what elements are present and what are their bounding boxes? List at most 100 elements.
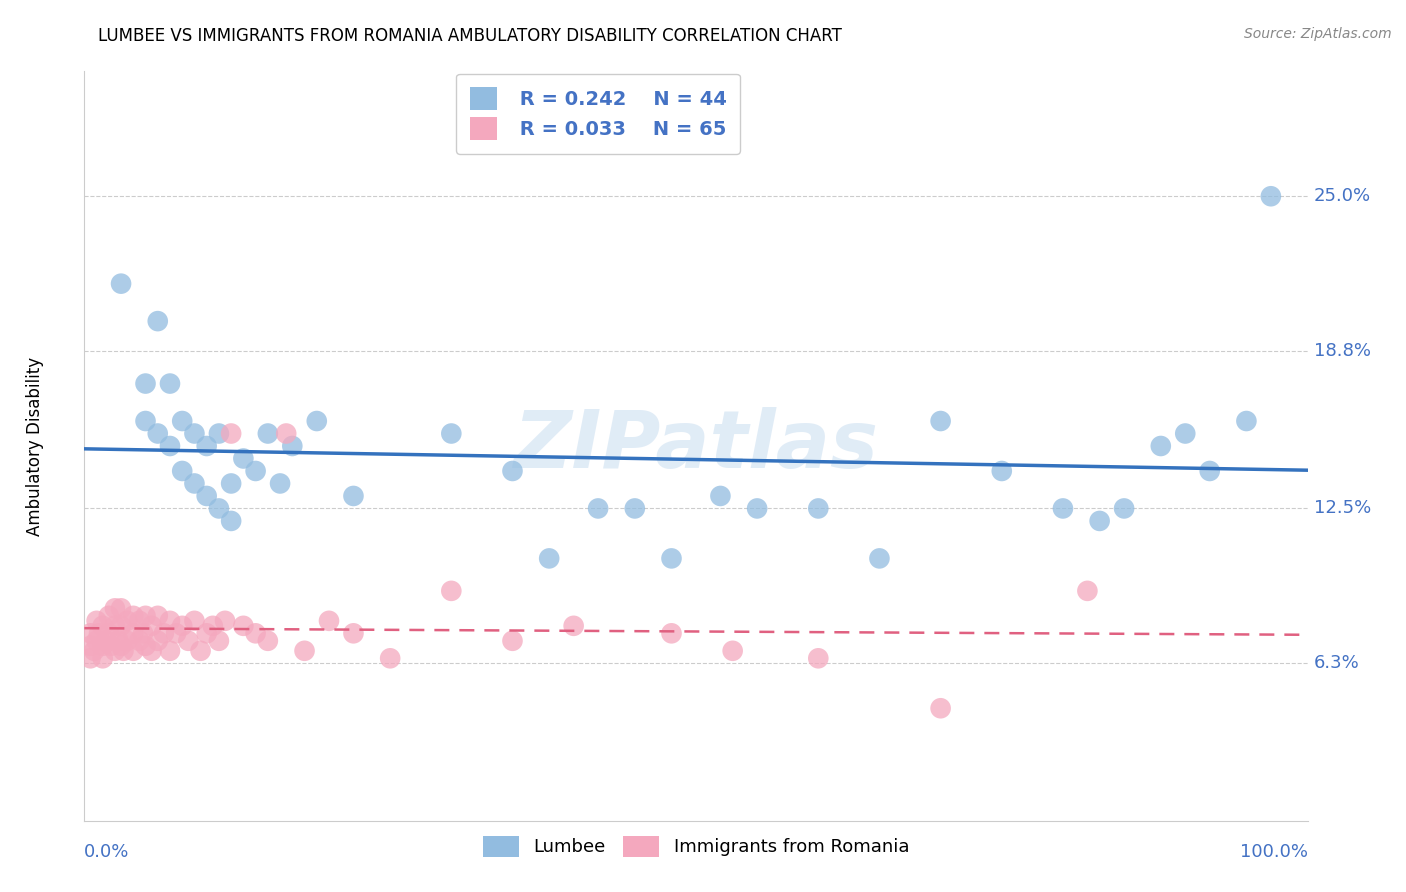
Point (869, 551, 891, 566)
Point (195, 439, 218, 453)
Point (1260, 189, 1282, 203)
Point (172, 464, 194, 478)
Point (115, 633, 138, 648)
Point (115, 614, 138, 628)
Point (190, 644, 212, 658)
Point (245, 626, 267, 640)
Point (135, 608, 157, 623)
Point (721, 644, 744, 658)
Text: 6.3%: 6.3% (1313, 655, 1360, 673)
Point (83, 644, 105, 658)
Point (294, 644, 316, 658)
Point (232, 451, 254, 466)
Text: 100.0%: 100.0% (1240, 843, 1308, 861)
Point (1174, 426, 1197, 441)
Point (1198, 464, 1220, 478)
Point (107, 633, 129, 648)
Point (219, 426, 242, 441)
Point (214, 614, 236, 628)
Point (991, 464, 1014, 478)
Point (153, 626, 176, 640)
Point (305, 414, 328, 428)
Point (624, 501, 647, 516)
Text: Ambulatory Disability: Ambulatory Disability (27, 357, 45, 535)
Point (104, 601, 127, 615)
Point (661, 551, 683, 566)
Point (709, 489, 731, 503)
Text: 18.8%: 18.8% (1313, 343, 1371, 360)
Point (159, 614, 181, 628)
Point (661, 626, 683, 640)
Point (281, 439, 304, 453)
Point (146, 426, 169, 441)
Point (318, 614, 340, 628)
Point (1052, 501, 1074, 516)
Point (807, 651, 830, 665)
Point (232, 619, 254, 633)
Point (276, 426, 298, 441)
Point (87, 626, 110, 640)
Point (183, 614, 205, 628)
Point (269, 476, 291, 491)
Point (104, 644, 127, 658)
Text: Source: ZipAtlas.com: Source: ZipAtlas.com (1244, 27, 1392, 41)
Point (502, 633, 524, 648)
Point (807, 501, 830, 516)
Point (112, 644, 135, 658)
Point (208, 633, 231, 648)
Point (1076, 583, 1098, 598)
Point (1150, 439, 1173, 453)
Point (380, 651, 402, 665)
Point (208, 426, 231, 441)
Point (79, 626, 101, 640)
Point (110, 277, 132, 291)
Point (183, 476, 205, 491)
Point (440, 426, 463, 441)
Point (159, 439, 181, 453)
Point (104, 619, 127, 633)
Point (122, 644, 145, 658)
Point (132, 626, 155, 640)
Point (100, 639, 122, 653)
Point (172, 414, 194, 428)
Point (929, 414, 952, 428)
Point (1236, 414, 1258, 428)
Point (141, 619, 163, 633)
Point (195, 626, 218, 640)
Point (110, 639, 132, 653)
Point (135, 639, 157, 653)
Point (208, 501, 231, 516)
Point (1114, 501, 1136, 516)
Point (172, 619, 194, 633)
Text: 12.5%: 12.5% (1313, 500, 1371, 517)
Point (146, 314, 169, 328)
Point (146, 633, 169, 648)
Point (159, 376, 181, 391)
Point (165, 626, 187, 640)
Point (1088, 514, 1111, 528)
Point (538, 551, 561, 566)
Point (586, 501, 609, 516)
Point (159, 644, 181, 658)
Point (183, 426, 205, 441)
Point (502, 464, 524, 478)
Point (342, 626, 364, 640)
Legend: Lumbee, Immigrants from Romania: Lumbee, Immigrants from Romania (475, 829, 917, 864)
Point (747, 501, 769, 516)
Point (141, 644, 163, 658)
Point (219, 514, 242, 528)
Point (146, 608, 169, 623)
Point (201, 619, 224, 633)
Point (257, 426, 280, 441)
Point (97, 626, 120, 640)
Point (122, 608, 145, 623)
Text: 25.0%: 25.0% (1313, 187, 1371, 205)
Point (91, 639, 114, 653)
Point (110, 601, 132, 615)
Point (562, 619, 585, 633)
Point (97, 608, 120, 623)
Text: LUMBEE VS IMMIGRANTS FROM ROMANIA AMBULATORY DISABILITY CORRELATION CHART: LUMBEE VS IMMIGRANTS FROM ROMANIA AMBULA… (98, 27, 842, 45)
Point (219, 476, 242, 491)
Point (135, 414, 157, 428)
Point (86, 614, 108, 628)
